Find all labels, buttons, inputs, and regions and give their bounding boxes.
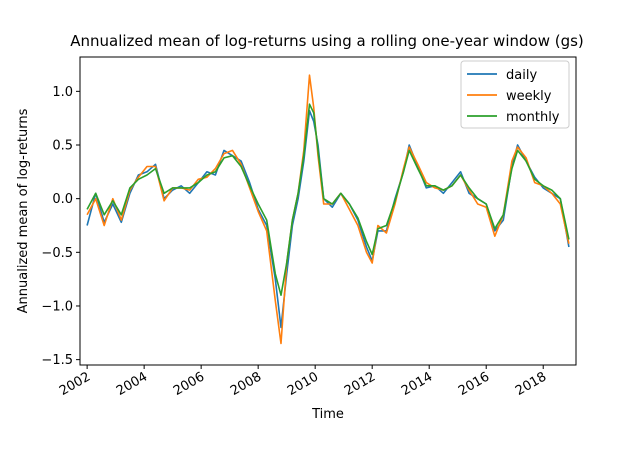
y-axis: −1.5 −1.0 −0.5 0.0 0.5 1.0 [41,85,80,368]
y-tick-label: 0.5 [52,139,73,154]
legend: daily weekly monthly [460,60,570,129]
series-layer [86,74,570,345]
y-axis-label: Annualized mean of log-returns [16,108,31,313]
y-tick-label: −1.5 [41,353,73,368]
y-tick-label: 0.0 [52,192,73,207]
chart-title: Annualized mean of log-returns using a r… [70,32,584,50]
plot-frame [79,56,577,366]
series-line-monthly [86,103,570,296]
legend-label-daily: daily [506,68,537,83]
x-axis-label: Time [311,407,344,422]
y-tick-label: −1.0 [41,299,73,314]
legend-label-weekly: weekly [506,89,552,104]
y-tick-label: 1.0 [52,85,73,100]
legend-box [460,60,570,129]
y-tick-label: −0.5 [41,246,73,261]
legend-label-monthly: monthly [506,110,560,125]
